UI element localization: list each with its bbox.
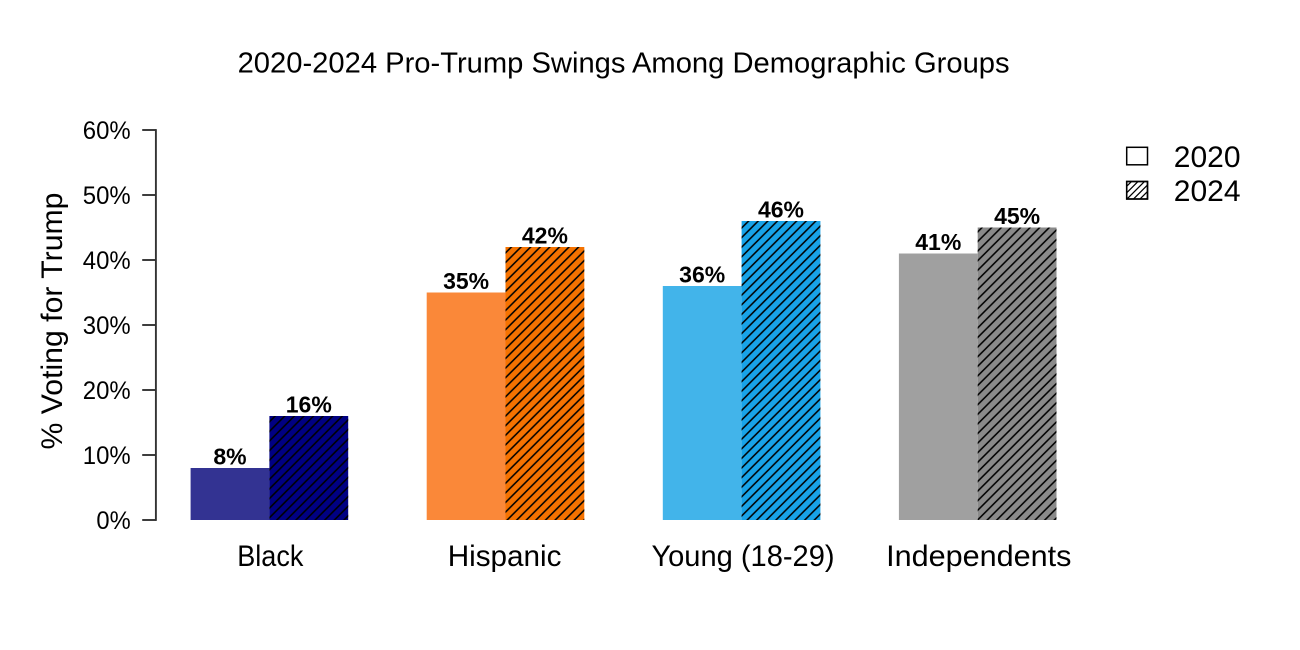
- svg-text:Hispanic: Hispanic: [448, 540, 562, 573]
- svg-text:36%: 36%: [679, 261, 725, 287]
- svg-text:2020: 2020: [1174, 141, 1241, 174]
- svg-text:30%: 30%: [83, 312, 131, 340]
- svg-text:42%: 42%: [522, 222, 568, 248]
- svg-text:35%: 35%: [443, 268, 489, 294]
- svg-text:8%: 8%: [213, 443, 246, 469]
- svg-text:2024: 2024: [1174, 175, 1241, 208]
- svg-text:Young (18-29): Young (18-29): [651, 540, 834, 573]
- svg-text:20%: 20%: [83, 377, 131, 405]
- svg-text:46%: 46%: [758, 196, 804, 222]
- svg-text:Independents: Independents: [886, 540, 1071, 573]
- svg-text:Black: Black: [237, 540, 304, 573]
- svg-text:16%: 16%: [286, 391, 332, 417]
- svg-text:60%: 60%: [83, 117, 131, 145]
- svg-text:45%: 45%: [994, 203, 1040, 229]
- svg-text:40%: 40%: [83, 247, 131, 275]
- svg-text:2020-2024 Pro-Trump Swings Amo: 2020-2024 Pro-Trump Swings Among Demogra…: [238, 48, 1010, 80]
- svg-text:50%: 50%: [83, 182, 131, 210]
- svg-text:10%: 10%: [83, 442, 131, 470]
- svg-text:41%: 41%: [915, 229, 961, 255]
- svg-text:0%: 0%: [96, 507, 130, 535]
- svg-text:% Voting for Trump: % Voting for Trump: [36, 193, 69, 450]
